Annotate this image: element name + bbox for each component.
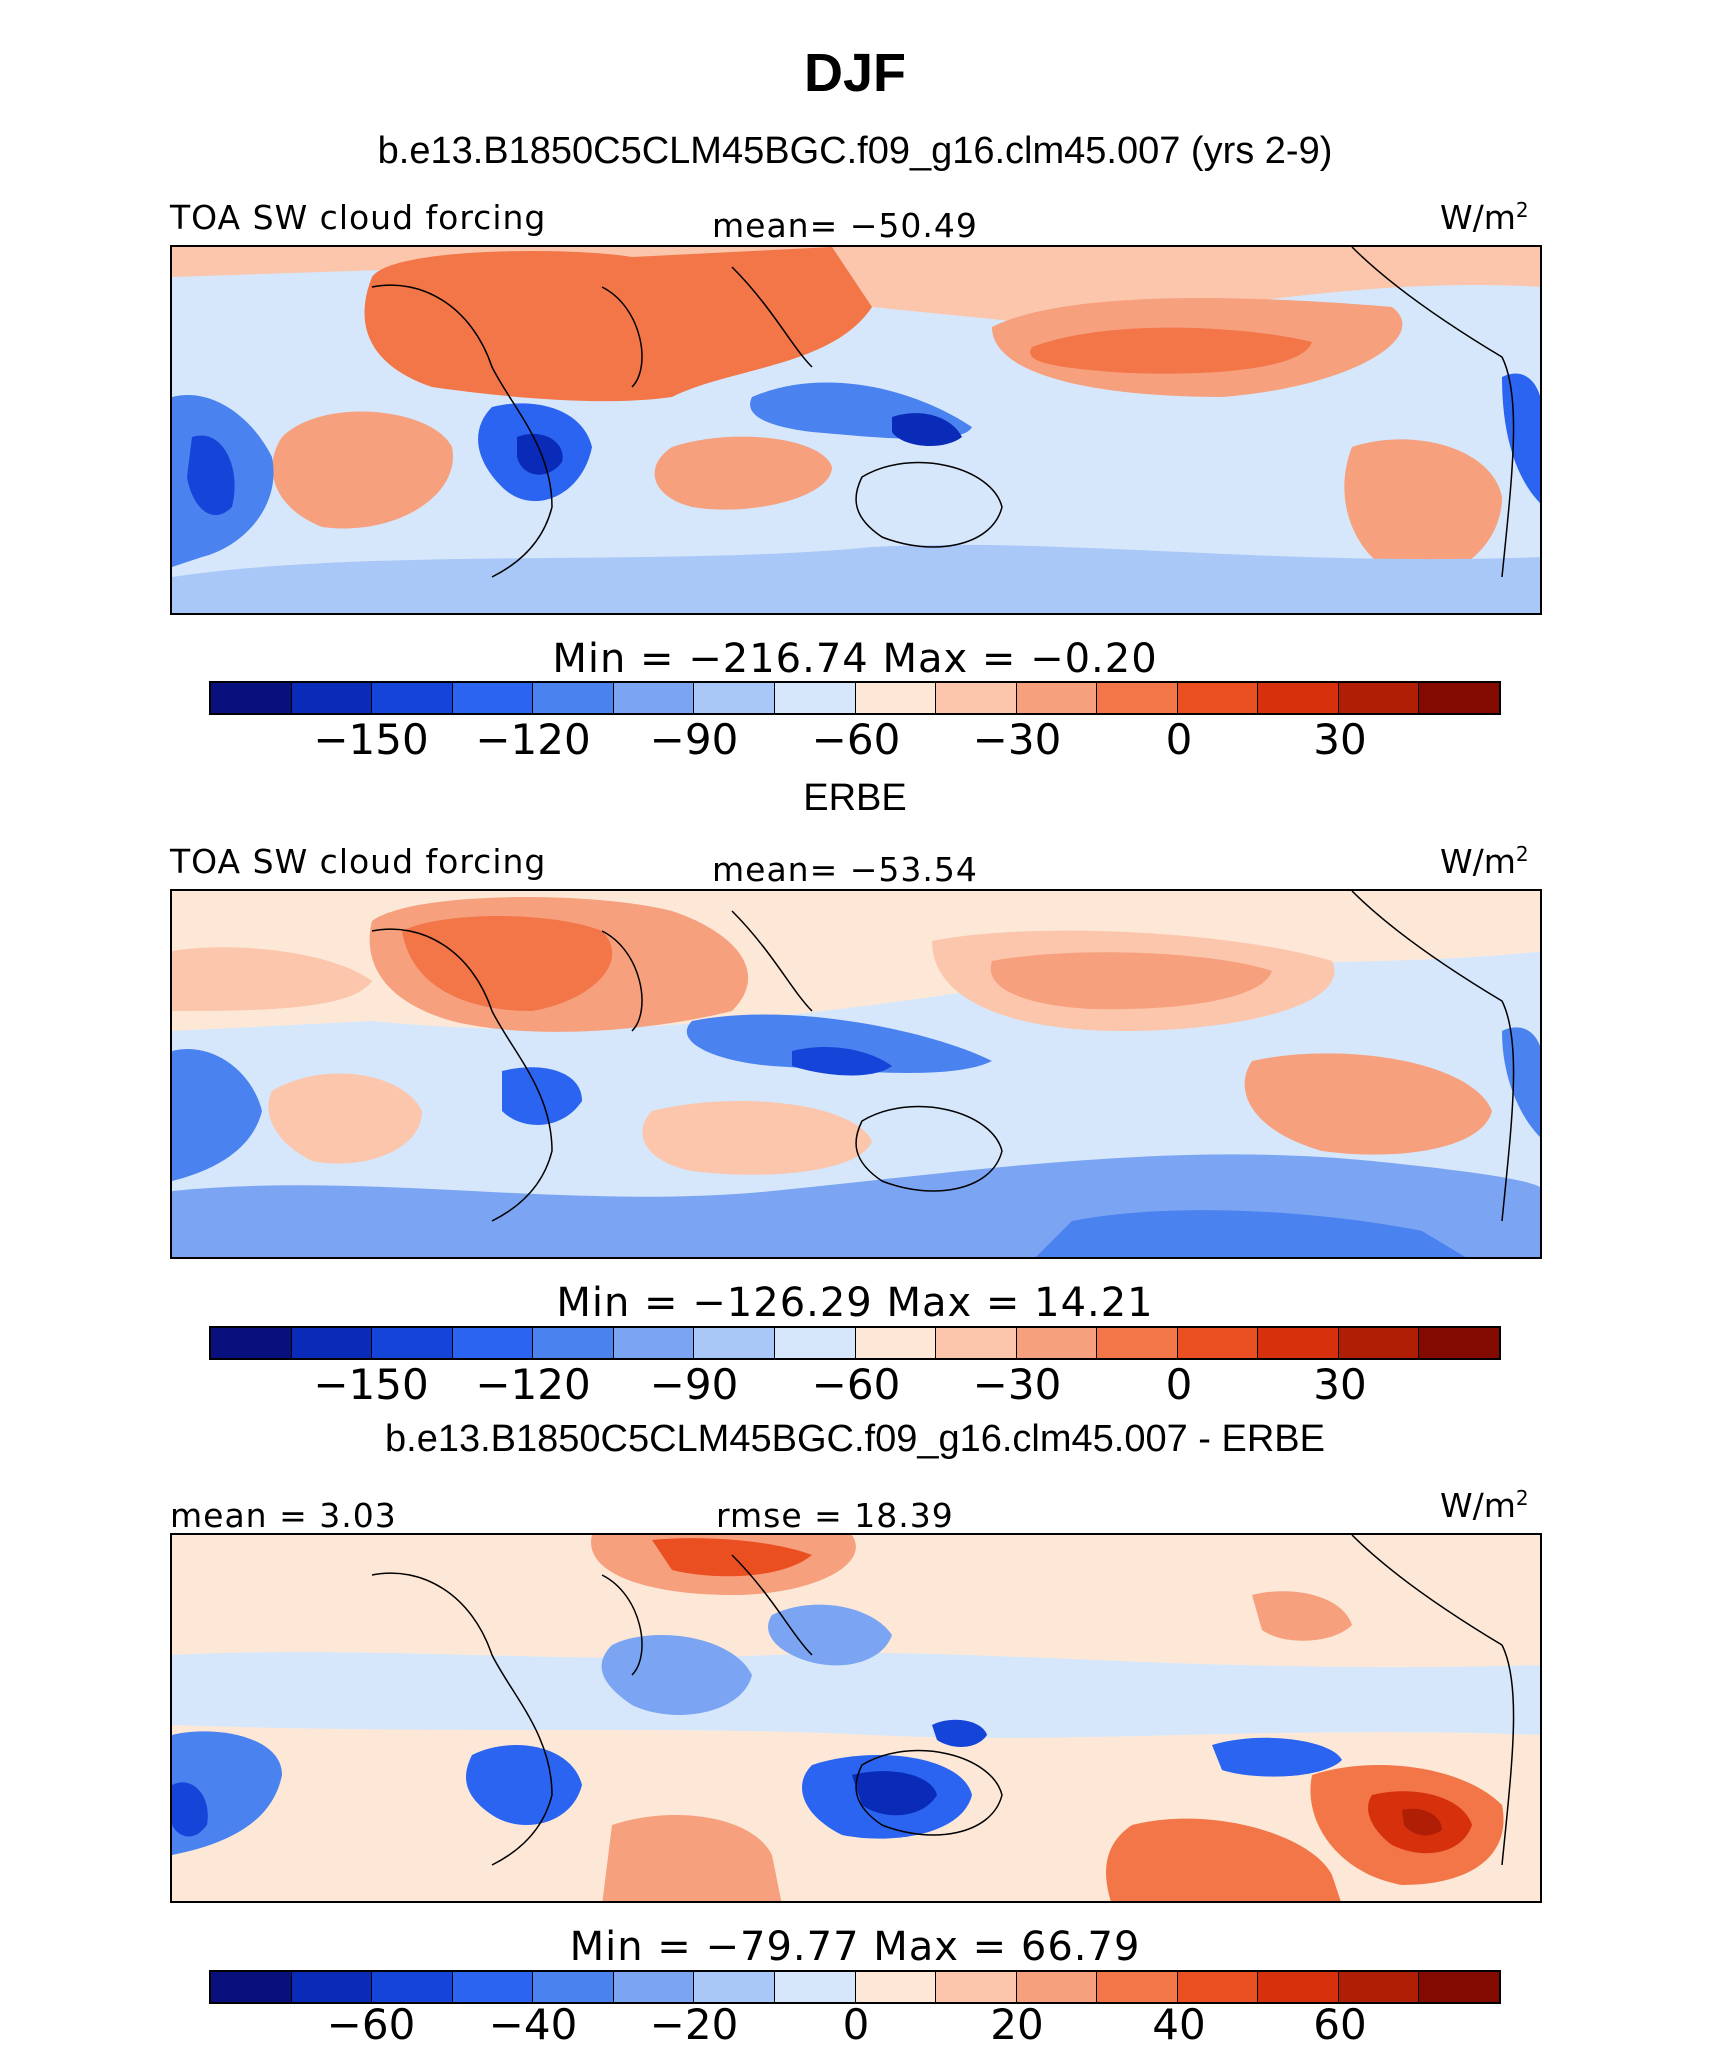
panel-2-colorbar-tick: −30 [972,1360,1062,1409]
panel-1-colorbar-tick: 30 [1313,715,1367,764]
panel-2-minmax-label: Min = −126.29 Max = 14.21 [556,1280,1154,1326]
colorbar-swatch [1097,1972,1178,2002]
colorbar-swatch [694,683,775,713]
panel-1-colorbar-tick: −60 [811,715,901,764]
panel-1-colorbar-tick: −150 [313,715,429,764]
colorbar-swatch [211,683,292,713]
panel-1-map [170,245,1542,615]
panel-3-mean-label: mean = 3.03 [170,1496,397,1535]
colorbar-swatch [291,1972,373,2002]
colorbar-swatch [1177,683,1259,713]
panel-1-colorbar-tick: −90 [649,715,739,764]
colorbar-swatch [1419,1328,1499,1358]
colorbar-swatch [1338,1972,1420,2002]
colorbar-swatch [855,683,937,713]
panel-3-model-title: b.e13.B1850C5CLM45BGC.f09_g16.clm45.007 … [385,1418,1325,1460]
colorbar-swatch [774,1328,856,1358]
colorbar-swatch [291,1328,373,1358]
colorbar-swatch [372,1328,453,1358]
panel-2-colorbar-tick: −120 [475,1360,591,1409]
panel-2-colorbar-tick: −150 [313,1360,429,1409]
panel-3-colorbar-tick: 0 [842,2000,870,2049]
colorbar-swatch [211,1972,292,2002]
panel-1-colorbar-tick: 0 [1165,715,1193,764]
colorbar-swatch [1016,683,1098,713]
panel-3-colorbar-tick: 40 [1152,2000,1206,2049]
colorbar-swatch [1419,683,1499,713]
panel-2-model-title: ERBE [803,777,907,819]
panel-2-colorbar-tick: −90 [649,1360,739,1409]
colorbar-swatch [452,1328,534,1358]
panel-1-mean-label: mean= −50.49 [712,206,978,245]
colorbar-swatch [1338,1328,1420,1358]
colorbar-swatch [694,1328,775,1358]
panel-1-units-label: W/m2 [1440,198,1529,237]
colorbar-swatch [855,1972,937,2002]
panel-2-colorbar-tick: 0 [1165,1360,1193,1409]
colorbar-swatch [855,1328,937,1358]
colorbar-swatch [372,1972,453,2002]
colorbar-swatch [533,683,614,713]
colorbar-swatch [1016,1328,1098,1358]
panel-3-colorbar-tick: −40 [488,2000,578,2049]
panel-3-rmse-label: rmse = 18.39 [716,1496,954,1535]
panel-1-colorbar-tick: −30 [972,715,1062,764]
panel-3-colorbar-tick: −60 [326,2000,416,2049]
panel-3-colorbar-tick: 20 [990,2000,1044,2049]
colorbar-swatch [774,683,856,713]
panel-3-map [170,1533,1542,1903]
panel-3-minmax-label: Min = −79.77 Max = 66.79 [569,1924,1141,1970]
panel-3-colorbar [209,1970,1501,2004]
colorbar-swatch [613,683,695,713]
colorbar-swatch [1097,683,1178,713]
colorbar-swatch [1177,1328,1259,1358]
panel-1-colorbar-tick: −120 [475,715,591,764]
colorbar-swatch [936,1972,1017,2002]
colorbar-swatch [1016,1972,1098,2002]
colorbar-swatch [1419,1972,1499,2002]
panel-3-colorbar-tick: −20 [649,2000,739,2049]
panel-2-map [170,889,1542,1259]
panel-2-colorbar-tick: 30 [1313,1360,1367,1409]
panel-1-variable-label: TOA SW cloud forcing [170,198,547,237]
colorbar-swatch [1258,683,1339,713]
colorbar-swatch [372,683,453,713]
colorbar-swatch [613,1972,695,2002]
panel-2-colorbar [209,1326,1501,1360]
colorbar-swatch [774,1972,856,2002]
panel-2-units-label: W/m2 [1440,842,1529,881]
panel-3-units-label: W/m2 [1440,1486,1529,1525]
panel-1-colorbar [209,681,1501,715]
figure-title: DJF [803,43,906,103]
panel-2-mean-label: mean= −53.54 [712,850,978,889]
colorbar-swatch [613,1328,695,1358]
panel-2-colorbar-tick: −60 [811,1360,901,1409]
panel-1-model-title: b.e13.B1850C5CLM45BGC.f09_g16.clm45.007 … [377,130,1333,172]
colorbar-swatch [533,1972,614,2002]
colorbar-swatch [1258,1972,1339,2002]
colorbar-swatch [533,1328,614,1358]
colorbar-swatch [452,683,534,713]
colorbar-swatch [452,1972,534,2002]
colorbar-swatch [936,1328,1017,1358]
panel-2-variable-label: TOA SW cloud forcing [170,842,547,881]
colorbar-swatch [211,1328,292,1358]
colorbar-swatch [1177,1972,1259,2002]
colorbar-swatch [936,683,1017,713]
colorbar-swatch [1097,1328,1178,1358]
panel-3-colorbar-tick: 60 [1313,2000,1367,2049]
colorbar-swatch [1258,1328,1339,1358]
colorbar-swatch [1338,683,1420,713]
colorbar-swatch [694,1972,775,2002]
panel-1-minmax-label: Min = −216.74 Max = −0.20 [552,636,1158,682]
colorbar-swatch [291,683,373,713]
